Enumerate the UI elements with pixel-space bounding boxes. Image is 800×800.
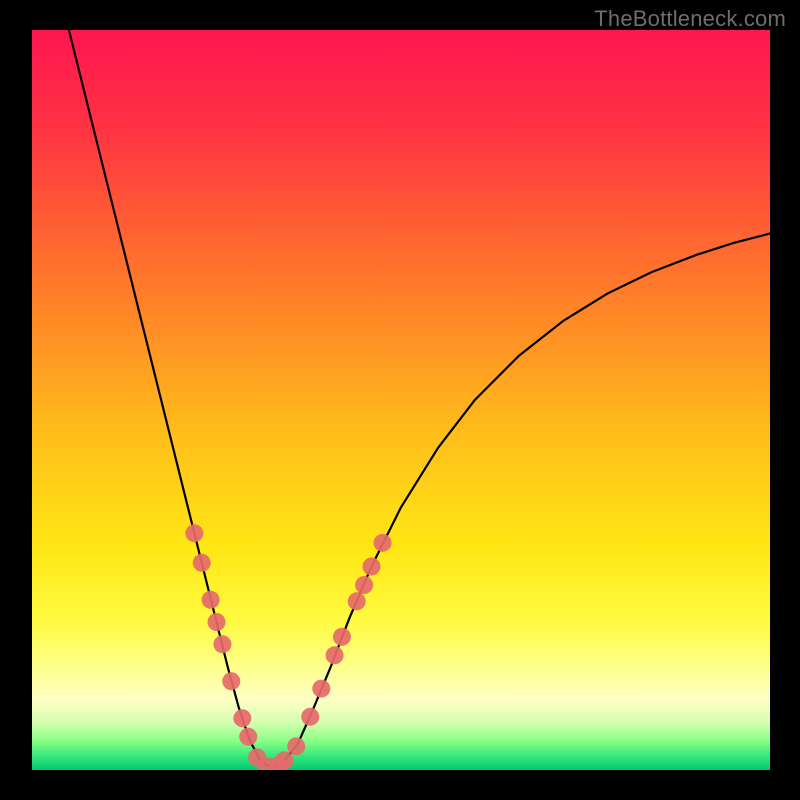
data-marker bbox=[374, 534, 392, 552]
chart-container: TheBottleneck.com bbox=[0, 0, 800, 800]
watermark-text: TheBottleneck.com bbox=[594, 6, 786, 32]
data-marker bbox=[348, 592, 366, 610]
data-marker bbox=[202, 591, 220, 609]
data-marker bbox=[239, 728, 257, 746]
data-marker bbox=[208, 613, 226, 631]
gradient-background bbox=[32, 30, 770, 770]
data-marker bbox=[312, 680, 330, 698]
data-marker bbox=[355, 576, 373, 594]
plot-area bbox=[32, 30, 770, 770]
data-marker bbox=[362, 558, 380, 576]
data-marker bbox=[333, 628, 351, 646]
data-marker bbox=[213, 635, 231, 653]
data-marker bbox=[222, 672, 240, 690]
plot-svg bbox=[32, 30, 770, 770]
data-marker bbox=[275, 751, 293, 769]
data-marker bbox=[233, 709, 251, 727]
data-marker bbox=[326, 646, 344, 664]
data-marker bbox=[287, 737, 305, 755]
data-marker bbox=[301, 708, 319, 726]
data-marker bbox=[193, 554, 211, 572]
data-marker bbox=[185, 524, 203, 542]
